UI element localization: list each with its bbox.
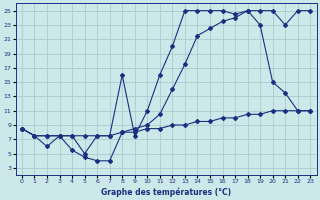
X-axis label: Graphe des températures (°C): Graphe des températures (°C) xyxy=(101,187,231,197)
